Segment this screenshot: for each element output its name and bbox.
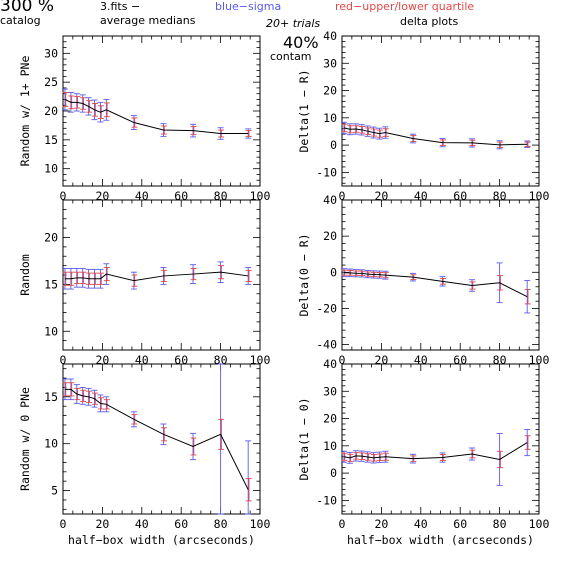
y-tick-label: 10	[323, 439, 337, 453]
y-tick-label: -10	[316, 493, 337, 507]
header-trials: 20+ trials	[266, 17, 321, 30]
header-blue-sigma: blue−sigma	[215, 0, 282, 13]
median-line	[343, 442, 528, 460]
y-tick-label: 20	[323, 412, 337, 426]
panel-frame	[62, 363, 261, 515]
y-tick-label: 15	[44, 390, 58, 404]
y-tick-label: 10	[44, 162, 58, 176]
y-axis-label: Random w/ 0 PNe	[18, 387, 32, 491]
x-tick-label: 100	[529, 517, 550, 531]
y-tick-label: 25	[44, 75, 58, 89]
y-tick-label: 5	[51, 484, 58, 498]
header-file: 3.fits −	[100, 0, 141, 13]
y-tick-label: 0	[330, 265, 337, 279]
y-tick-label: 20	[323, 84, 337, 98]
y-tick-label: 20	[44, 104, 58, 118]
x-tick-label: 0	[60, 353, 67, 367]
median-line	[64, 99, 249, 134]
x-axis-label: half−box width (arcseconds)	[347, 533, 534, 547]
y-tick-label: 15	[44, 133, 58, 147]
y-tick-label: 10	[44, 324, 58, 338]
header-catalog: catalog	[0, 14, 41, 27]
y-axis-label: Delta(1 − 0)	[297, 397, 311, 480]
y-tick-label: 30	[323, 384, 337, 398]
y-tick-label: -40	[316, 338, 337, 352]
y-tick-label: 40	[323, 29, 337, 43]
y-tick-label: 10	[44, 437, 58, 451]
y-axis-label: Delta(0 − R)	[297, 233, 311, 316]
x-tick-label: 80	[214, 517, 228, 531]
panel-frame	[341, 199, 540, 351]
y-axis-label: Delta(1 − R)	[297, 69, 311, 152]
y-tick-label: 30	[44, 46, 58, 60]
y-tick-label: 40	[323, 193, 337, 207]
median-line	[64, 388, 249, 490]
panel-frame	[62, 199, 261, 351]
header-percent: 300 %	[0, 0, 55, 16]
y-tick-label: 15	[44, 277, 58, 291]
y-tick-label: -20	[316, 301, 337, 315]
x-tick-label: 40	[414, 517, 428, 531]
header-contam-percent: 40%	[283, 33, 319, 52]
x-tick-label: 0	[339, 517, 346, 531]
median-line	[64, 271, 249, 282]
panel-frame	[341, 35, 540, 187]
x-tick-label: 0	[339, 189, 346, 203]
x-tick-label: 60	[453, 517, 467, 531]
header-contam: contam	[270, 50, 312, 63]
x-tick-label: 0	[60, 189, 67, 203]
median-line	[343, 127, 528, 146]
header-red-quartile: red−upper/lower quartile	[335, 0, 475, 13]
y-tick-label: 20	[44, 231, 58, 245]
header-delta-plots: delta plots	[400, 15, 459, 28]
header-average: average medians	[100, 14, 196, 27]
y-tick-label: 40	[323, 357, 337, 371]
y-tick-label: -10	[316, 165, 337, 179]
y-tick-label: 20	[323, 229, 337, 243]
x-axis-label: half−box width (arcseconds)	[68, 533, 255, 547]
x-tick-label: 20	[95, 517, 109, 531]
x-tick-label: 80	[493, 517, 507, 531]
x-tick-label: 0	[60, 517, 67, 531]
panel-left-bottom: 0 20 40 60 80 100 5 10 15 Random w/ 0 PNe half−box…	[18, 363, 271, 547]
panel-frame	[341, 363, 540, 515]
panel-frame	[62, 35, 261, 187]
y-axis-label: Random	[18, 254, 32, 296]
x-tick-label: 60	[174, 517, 188, 531]
y-axis-label: Random w/ 1+ PNe	[18, 56, 32, 167]
x-tick-label: 100	[250, 517, 271, 531]
y-tick-label: 30	[323, 56, 337, 70]
y-tick-label: 0	[330, 138, 337, 152]
y-tick-label: 0	[330, 466, 337, 480]
median-line	[343, 272, 528, 298]
x-tick-label: 0	[339, 353, 346, 367]
x-tick-label: 20	[374, 517, 388, 531]
x-tick-label: 40	[135, 517, 149, 531]
y-tick-label: 10	[323, 111, 337, 125]
